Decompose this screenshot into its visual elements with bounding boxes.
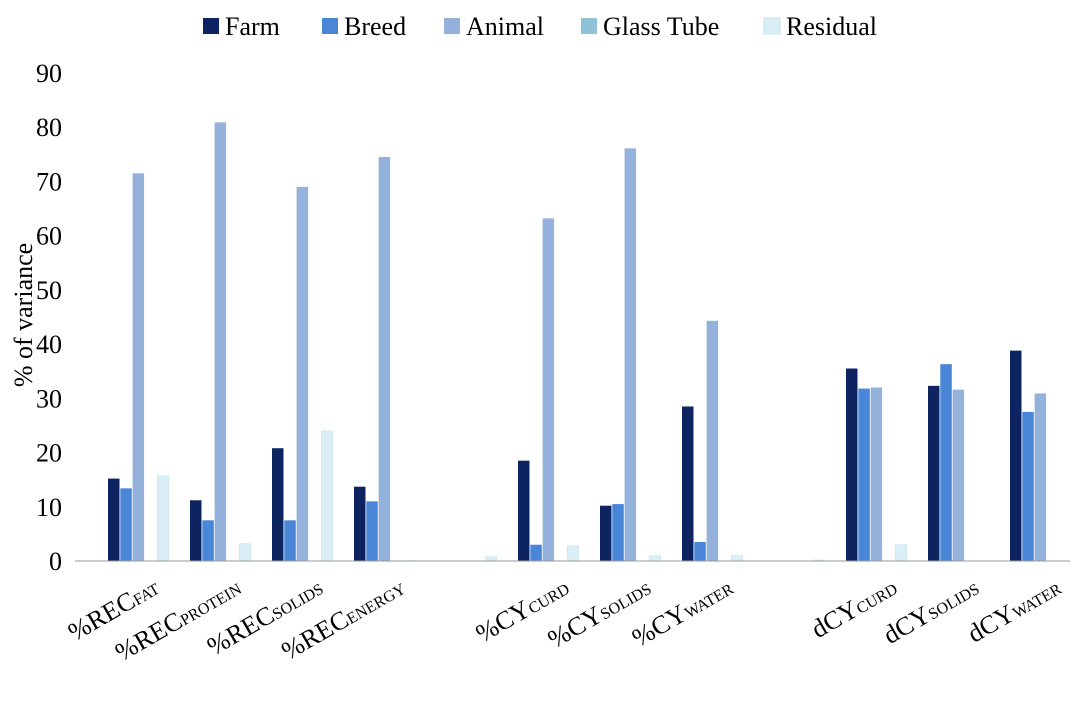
- y-tick-label: 50: [36, 276, 62, 305]
- bar: [870, 387, 883, 561]
- bar: [894, 544, 907, 562]
- x-tick-label: dCYSOLIDS: [878, 572, 984, 650]
- bar: [238, 543, 251, 562]
- bar: [518, 460, 530, 561]
- bar: [928, 385, 940, 561]
- legend-swatch: [581, 18, 597, 34]
- legend-swatch: [203, 18, 219, 34]
- legend-label: Animal: [466, 12, 544, 41]
- bar: [682, 406, 694, 561]
- bar: [1010, 350, 1022, 561]
- x-tick-label: %RECENERGY: [276, 572, 410, 666]
- legend-swatch: [444, 18, 460, 34]
- x-tick-label-sub: CURD: [526, 581, 573, 618]
- bar: [730, 555, 743, 562]
- y-tick-label: 90: [36, 59, 62, 88]
- bar: [108, 478, 120, 561]
- bar: [484, 556, 497, 562]
- x-tick-label-sub: ENERGY: [344, 581, 409, 628]
- bar: [366, 501, 378, 561]
- bar: [600, 505, 612, 561]
- bar: [648, 555, 661, 562]
- bar: [202, 520, 214, 561]
- bar: [320, 430, 333, 562]
- bar: [858, 388, 870, 561]
- bar: [952, 389, 965, 561]
- legend-swatch: [322, 18, 338, 34]
- bar: [190, 500, 202, 561]
- bar: [706, 320, 719, 561]
- bar: [378, 157, 391, 562]
- bar: [272, 448, 284, 561]
- legend-label: Glass Tube: [603, 12, 719, 41]
- y-tick-label: 30: [36, 384, 62, 413]
- bar: [132, 173, 145, 562]
- x-tick-label-sub: WATER: [682, 581, 737, 623]
- legend-label: Farm: [225, 12, 280, 41]
- y-tick-label: 60: [36, 222, 62, 251]
- bar: [846, 368, 858, 561]
- y-tick-label: 80: [36, 113, 62, 142]
- y-tick-label: 0: [49, 547, 62, 576]
- y-tick-label: 10: [36, 493, 62, 522]
- x-tick-label-sub: WATER: [1010, 581, 1065, 623]
- y-tick-label: 20: [36, 439, 62, 468]
- bar: [530, 544, 542, 561]
- bar: [120, 488, 132, 561]
- bar: [624, 148, 637, 561]
- bar: [296, 186, 309, 561]
- y-axis-title: % of variance: [9, 243, 38, 387]
- bar: [1022, 411, 1034, 561]
- bar: [694, 542, 706, 561]
- bar: [214, 122, 227, 561]
- bar: [1034, 393, 1047, 561]
- bar: [566, 545, 579, 562]
- x-tick-label-sub: CURD: [854, 581, 901, 618]
- x-tick-label: dCYWATER: [963, 572, 1067, 649]
- bar: [940, 364, 952, 561]
- legend-swatch: [763, 17, 781, 35]
- y-tick-label: 40: [36, 330, 62, 359]
- legend-label: Residual: [786, 12, 877, 41]
- y-tick-label: 70: [36, 167, 62, 196]
- bar: [284, 520, 296, 561]
- bar: [542, 218, 555, 561]
- bar: [354, 486, 366, 561]
- legend-label: Breed: [344, 12, 406, 41]
- bar: [156, 475, 169, 562]
- bar: [612, 504, 624, 561]
